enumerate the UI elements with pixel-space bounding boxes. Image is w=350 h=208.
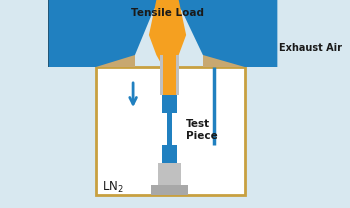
Polygon shape (96, 55, 135, 67)
Text: Exhaust Air: Exhaust Air (279, 43, 342, 53)
Bar (151, 185, 188, 195)
Text: Tensile Load: Tensile Load (131, 8, 204, 18)
Bar (162, 145, 177, 163)
Bar (160, 55, 179, 95)
Polygon shape (203, 55, 245, 67)
Text: $\mathrm{LN_2}$: $\mathrm{LN_2}$ (103, 180, 124, 195)
Bar (158, 163, 182, 190)
Bar (163, 55, 176, 95)
Bar (96, 67, 245, 195)
Polygon shape (48, 0, 163, 67)
Text: Test
Piece: Test Piece (186, 119, 218, 141)
Bar (264, 0, 277, 67)
Bar (162, 95, 177, 113)
Bar (48, 0, 62, 67)
Bar (167, 113, 172, 145)
Polygon shape (149, 0, 186, 65)
Polygon shape (163, 0, 277, 67)
